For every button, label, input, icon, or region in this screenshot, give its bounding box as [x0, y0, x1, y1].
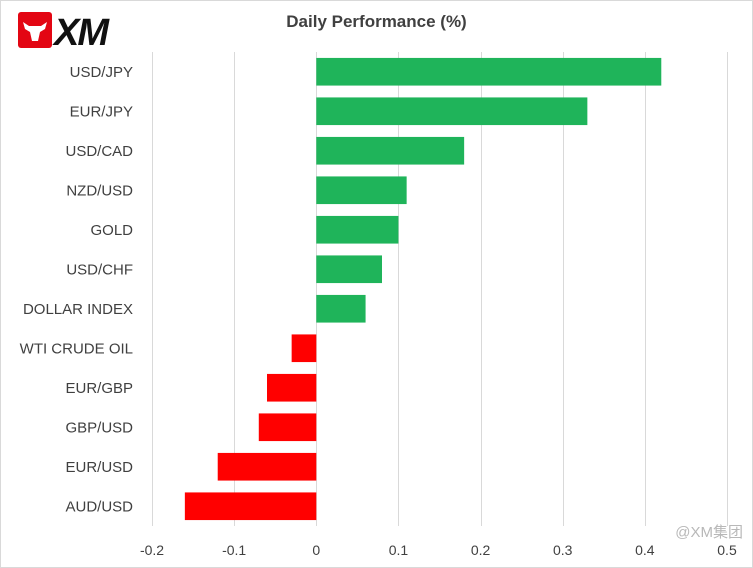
bar — [316, 176, 407, 205]
category-label: DOLLAR INDEX — [23, 301, 133, 318]
bar — [291, 334, 317, 363]
bar — [316, 255, 382, 284]
category-label: AUD/USD — [65, 498, 133, 515]
x-tick-label: -0.1 — [222, 542, 246, 558]
bar — [316, 215, 399, 244]
x-tick-label: -0.2 — [140, 542, 164, 558]
category-label: EUR/USD — [65, 459, 133, 476]
bar — [258, 413, 317, 442]
x-tick-label: 0.4 — [635, 542, 655, 558]
category-label: USD/CHF — [66, 261, 133, 278]
category-label: USD/CAD — [65, 143, 133, 160]
bar — [316, 136, 465, 165]
category-label: EUR/GBP — [65, 380, 133, 397]
bar — [217, 452, 317, 481]
x-tick-label: 0.2 — [471, 542, 491, 558]
category-label: EUR/JPY — [70, 103, 133, 120]
bar — [184, 492, 317, 521]
category-label: WTI CRUDE OIL — [20, 340, 133, 357]
x-tick-label: 0.3 — [553, 542, 573, 558]
category-label: USD/JPY — [70, 64, 133, 81]
bar — [316, 294, 366, 323]
x-tick-label: 0.1 — [389, 542, 409, 558]
watermark: @XM集团 — [675, 524, 743, 541]
bar — [316, 57, 662, 86]
category-label: GBP/USD — [65, 419, 133, 436]
category-label: GOLD — [90, 222, 133, 239]
xm-logo: XM — [18, 12, 112, 52]
bar — [316, 97, 588, 126]
x-tick-label: 0 — [312, 542, 320, 558]
x-tick-label: 0.5 — [717, 542, 737, 558]
category-label: NZD/USD — [66, 182, 133, 199]
bar — [267, 373, 317, 402]
chart-title: Daily Performance (%) — [286, 12, 467, 31]
logo-text: XM — [52, 12, 110, 52]
